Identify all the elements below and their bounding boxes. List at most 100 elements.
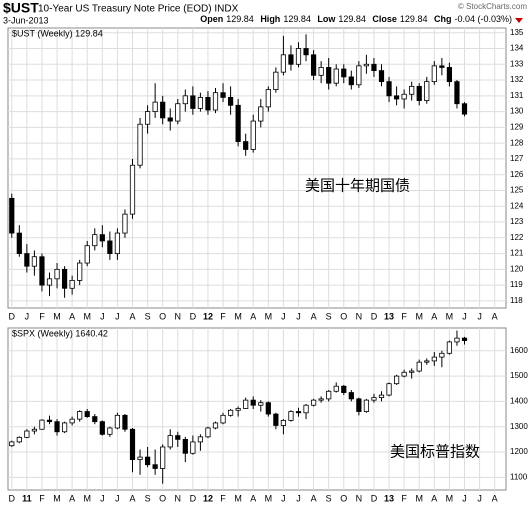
x-tick-label: O [159, 493, 166, 503]
candle-body [46, 278, 53, 286]
quote-value: 129.84 [400, 14, 428, 24]
y-tick-label: 1400 [510, 397, 528, 406]
candle-body [205, 427, 211, 438]
candle-body [424, 360, 430, 363]
candle-body [333, 68, 339, 84]
candle-body [250, 120, 256, 150]
candle-body [363, 399, 370, 412]
y-tick-label: 132 [510, 75, 524, 84]
down-arrow [515, 18, 523, 23]
y-tick-label: 120 [510, 264, 524, 273]
candle-body [318, 67, 324, 76]
candle-body [386, 81, 392, 97]
candle-body [439, 65, 445, 68]
candle-body [393, 375, 400, 385]
y-tick-label: 1100 [510, 472, 528, 481]
candle-body [212, 92, 219, 111]
candle-body [348, 76, 354, 86]
candle-body [167, 117, 173, 122]
candle-body [24, 430, 30, 438]
x-tick-label: D [371, 311, 378, 321]
candle-body [197, 97, 204, 109]
y-tick-label: 134 [510, 44, 524, 53]
candle-body [54, 268, 60, 280]
quote-value: 129.84 [226, 14, 254, 24]
x-tick-label: A [311, 311, 317, 321]
candle-body [235, 408, 241, 411]
y-tick-label: 119 [510, 280, 523, 289]
candle-body [152, 101, 158, 113]
x-tick-label: J [296, 311, 301, 321]
x-tick-label: M [83, 493, 91, 503]
x-tick-label: 13 [384, 311, 394, 321]
candle-body [227, 409, 234, 416]
x-tick-label: 12 [203, 311, 213, 321]
y-tick-label: 128 [510, 138, 524, 147]
y-tick-label: 121 [510, 249, 524, 258]
x-tick-label: M [265, 311, 273, 321]
x-tick-label: A [431, 311, 437, 321]
candle-body [258, 402, 264, 406]
x-tick-label: D [9, 311, 16, 321]
candle-body [416, 85, 422, 101]
x-tick-label: F [220, 311, 226, 321]
x-tick-label: M [265, 493, 273, 503]
candle-body [129, 428, 136, 461]
candle-body [401, 371, 407, 377]
y-tick-label: 130 [510, 107, 524, 116]
x-tick-label: M [415, 493, 423, 503]
candle-body [326, 67, 332, 84]
candle-body [114, 232, 121, 254]
quote-label: Close [372, 14, 397, 24]
candle-body [288, 54, 294, 65]
quote-label: Low [317, 14, 336, 24]
y-tick-label: 124 [510, 201, 524, 210]
candle-body [197, 436, 204, 443]
candle-body [439, 352, 445, 358]
candle-body [16, 436, 22, 443]
candle-body [310, 54, 317, 76]
quote-label: Open [200, 14, 223, 24]
copyright: © StockCharts.com [458, 2, 527, 11]
y-tick-label: 131 [510, 91, 524, 100]
x-tick-label: J [462, 311, 467, 321]
x-tick-label: A [129, 311, 135, 321]
x-tick-label: A [311, 493, 317, 503]
candle-body [295, 48, 302, 65]
candle-body [92, 234, 98, 247]
candle-body [84, 245, 90, 264]
x-tick-label: J [100, 493, 105, 503]
candle-body [99, 234, 105, 242]
candle-body [129, 164, 136, 215]
x-tick-label: M [415, 311, 423, 321]
x-tick-label: A [431, 493, 437, 503]
candle-body [454, 81, 460, 105]
candle-body [409, 370, 415, 373]
candle-body [310, 399, 317, 406]
x-tick-label: J [477, 493, 482, 503]
y-tick-label: 122 [510, 233, 524, 242]
candle-body [446, 341, 453, 354]
x-tick-label: S [326, 493, 332, 503]
x-tick-label: M [446, 493, 454, 503]
x-tick-label: J [462, 493, 467, 503]
candle-body [273, 71, 279, 90]
x-tick-label: J [296, 493, 301, 503]
y-tick-label: 133 [510, 59, 524, 68]
candle-body [69, 279, 75, 289]
candle-body [77, 262, 83, 281]
x-tick-label: M [53, 311, 61, 321]
candle-body [416, 361, 422, 372]
candle-body [303, 404, 309, 414]
candle-body [182, 95, 188, 105]
panel-label: $UST (Weekly) 129.84 [12, 28, 103, 38]
candle-body [31, 256, 38, 267]
candle-body [84, 411, 90, 417]
candle-body [92, 416, 98, 423]
candle-body [424, 81, 430, 101]
candle-body [167, 435, 173, 448]
x-tick-label: O [340, 493, 347, 503]
symbol: $UST [3, 0, 39, 16]
x-tick-label: M [234, 311, 242, 321]
candle-body [356, 65, 362, 86]
